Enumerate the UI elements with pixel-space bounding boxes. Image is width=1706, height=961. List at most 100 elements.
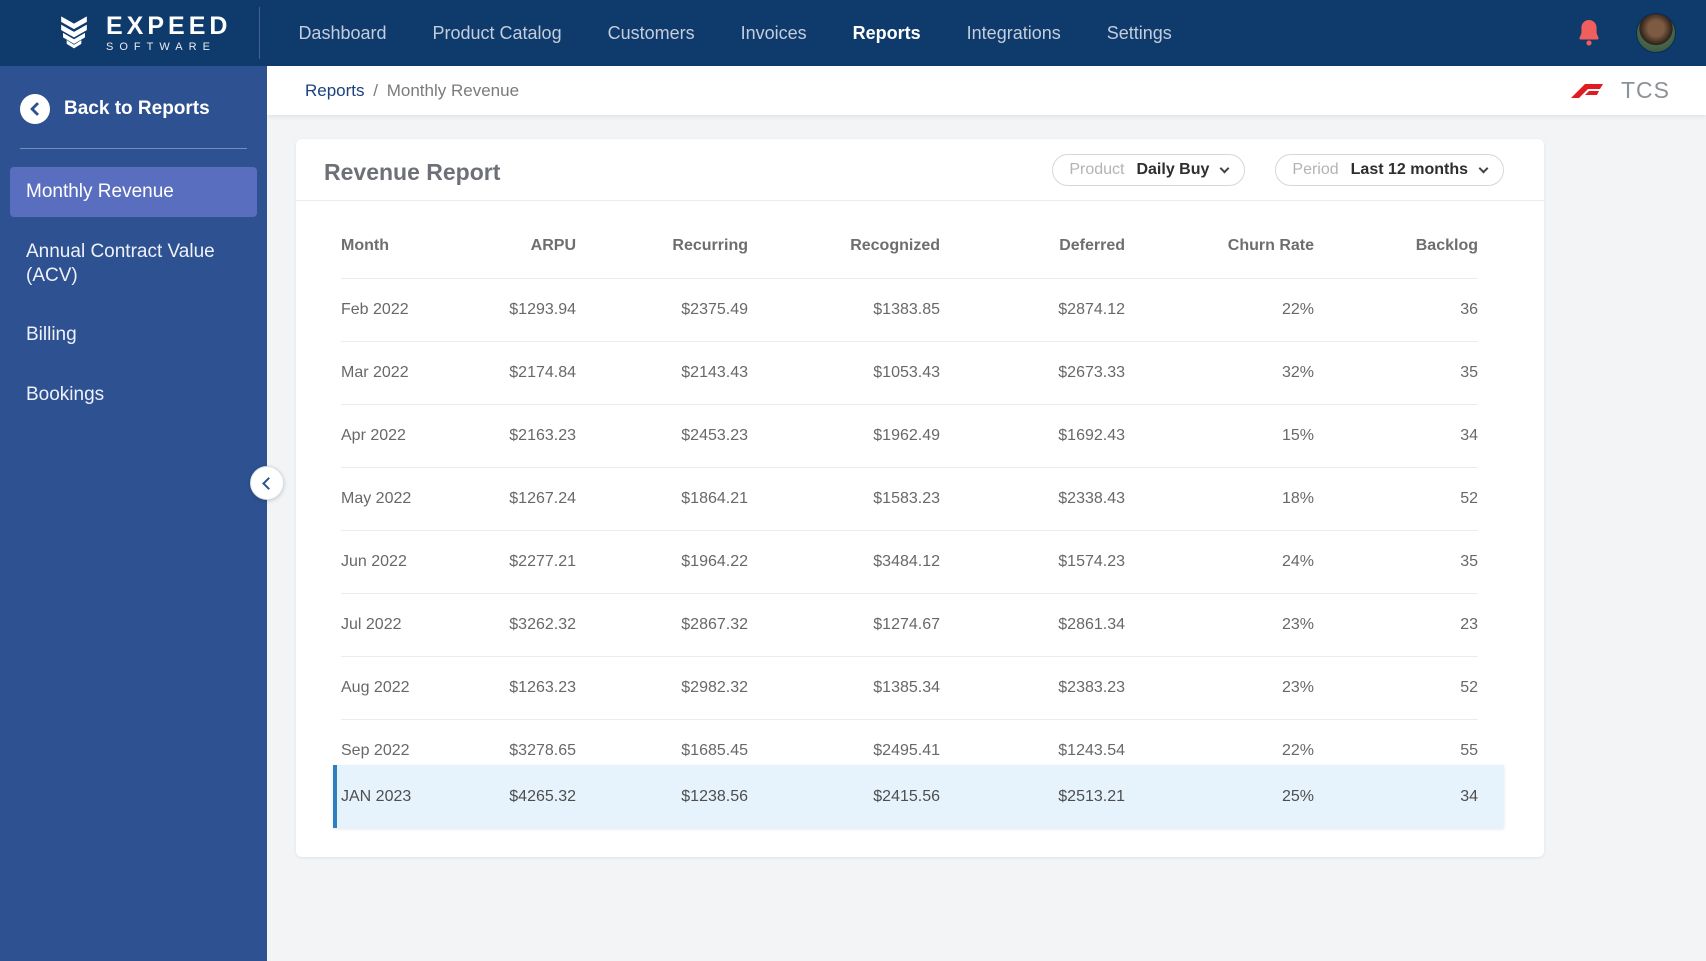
nav-item-invoices[interactable]: Invoices: [740, 22, 807, 43]
column-header-arpu: ARPU: [461, 201, 576, 279]
cell: $2673.33: [940, 341, 1125, 405]
cell: 23: [1314, 593, 1478, 657]
cell: Feb 2022: [341, 278, 461, 342]
notification-bell-icon[interactable]: [1576, 18, 1602, 48]
pinned-cell: $4265.32: [509, 787, 576, 805]
revenue-table: Month ARPU Recurring Recognized Deferred Chur…: [341, 201, 1478, 783]
revenue-report-card: Revenue Report Product Daily Buy Period Las…: [296, 139, 1544, 857]
column-header-churn-rate: Churn Rate: [1125, 201, 1314, 279]
sidebar-item-annual-contract-value-acv[interactable]: Annual Contract Value (ACV): [26, 240, 215, 286]
pinned-cell: JAN 2023: [341, 787, 412, 805]
filter-value: Daily Buy: [1136, 160, 1210, 178]
cell: 18%: [1125, 467, 1314, 531]
cell: 23%: [1125, 656, 1314, 720]
nav-item-product-catalog[interactable]: Product Catalog: [432, 22, 562, 43]
tcs-brand: TCS: [1569, 77, 1670, 104]
cell: $1962.49: [748, 404, 940, 468]
report-filters: Product Daily Buy Period Last 12 months: [1052, 153, 1504, 186]
filter-product[interactable]: Product Daily Buy: [1052, 153, 1246, 186]
back-label: Back to Reports: [64, 98, 210, 119]
table-body: Feb 2022 $1293.94 $2375.49 $1383.85 $2874.12…: [341, 278, 1478, 783]
breadcrumb-bar: Reports / Monthly Revenue TCS: [267, 66, 1706, 115]
breadcrumb-separator: /: [373, 80, 378, 100]
cell: $1267.24: [461, 467, 576, 531]
cell: $1864.21: [576, 467, 748, 531]
sidebar-item-billing[interactable]: Billing: [26, 324, 77, 346]
table-row-feb-2022[interactable]: Feb 2022 $1293.94 $2375.49 $1383.85 $2874.12…: [341, 278, 1478, 342]
cell: $2375.49: [576, 278, 748, 342]
user-avatar[interactable]: [1636, 13, 1676, 53]
navbar-right: [1576, 13, 1706, 53]
cell: $1293.94: [461, 278, 576, 342]
cell: $2861.34: [940, 593, 1125, 657]
breadcrumb: Reports / Monthly Revenue: [305, 81, 519, 101]
cell: $2982.32: [576, 656, 748, 720]
cell: 24%: [1125, 530, 1314, 594]
sidebar-collapse-button[interactable]: [250, 466, 284, 500]
table-row-aug-2022[interactable]: Aug 2022 $1263.23 $2982.32 $1385.34 $2383.23…: [341, 656, 1478, 720]
cell: $2277.21: [461, 530, 576, 594]
column-header-month: Month: [341, 201, 461, 279]
table-row-jul-2022[interactable]: Jul 2022 $3262.32 $2867.32 $1274.67 $2861.34…: [341, 593, 1478, 657]
filter-period[interactable]: Period Last 12 months: [1275, 153, 1504, 186]
page-title: Revenue Report: [324, 159, 501, 185]
cell: $2163.23: [461, 404, 576, 468]
expeed-logo-text: EXPEED SOFTWARE: [106, 13, 231, 53]
cell: $3484.12: [748, 530, 940, 594]
nav-item-dashboard[interactable]: Dashboard: [298, 22, 387, 43]
pinned-cell: $2513.21: [1058, 787, 1125, 805]
breadcrumb-current: Monthly Revenue: [386, 80, 520, 100]
table-row-may-2022[interactable]: May 2022 $1267.24 $1864.21 $1583.23 $2338.43…: [341, 467, 1478, 531]
nav-items: Dashboard Product Catalog Customers Invoice…: [272, 23, 1171, 44]
cell: $3262.32: [461, 593, 576, 657]
table-row-mar-2022[interactable]: Mar 2022 $2174.84 $2143.43 $1053.43 $2673.33…: [341, 341, 1478, 405]
cell: Aug 2022: [341, 656, 461, 720]
pinned-cell: $1238.56: [681, 787, 748, 805]
nav-item-settings[interactable]: Settings: [1106, 22, 1172, 43]
cell: $1053.43: [748, 341, 940, 405]
cell: $1263.23: [461, 656, 576, 720]
nav-item-reports[interactable]: Reports: [852, 22, 921, 43]
cell: $1583.23: [748, 467, 940, 531]
cell: $1574.23: [940, 530, 1125, 594]
cell: Jul 2022: [341, 593, 461, 657]
cell: $2867.32: [576, 593, 748, 657]
cell: $2174.84: [461, 341, 576, 405]
cell: 23%: [1125, 593, 1314, 657]
table-wrap: Month ARPU Recurring Recognized Deferred Chur…: [296, 201, 1544, 783]
table-row-apr-2022[interactable]: Apr 2022 $2163.23 $2453.23 $1962.49 $1692.43…: [341, 404, 1478, 468]
filter-value: Last 12 months: [1350, 160, 1468, 178]
cell: $2143.43: [576, 341, 748, 405]
pinned-cell: 34: [1460, 787, 1478, 805]
tcs-text: TCS: [1621, 77, 1670, 103]
chevron-left-icon: [262, 476, 275, 490]
nav-item-customers[interactable]: Customers: [607, 22, 695, 43]
cell: Apr 2022: [341, 404, 461, 468]
cell: $2383.23: [940, 656, 1125, 720]
cell: 52: [1314, 467, 1478, 531]
sidebar-item-monthly-revenue[interactable]: Monthly Revenue: [10, 167, 257, 217]
cell: 35: [1314, 341, 1478, 405]
logo-line2: SOFTWARE: [106, 40, 216, 53]
cell: Jun 2022: [341, 530, 461, 594]
sidebar-menu: Monthly Revenue Annual Contract Value (AC…: [10, 167, 257, 430]
filter-label: Period: [1292, 160, 1339, 178]
cell: $1383.85: [748, 278, 940, 342]
table-row-jun-2022[interactable]: Jun 2022 $2277.21 $1964.22 $3484.12 $1574.23…: [341, 530, 1478, 594]
pinned-cell: $2415.56: [873, 787, 940, 805]
cell: $2874.12: [940, 278, 1125, 342]
breadcrumb-link-reports[interactable]: Reports: [305, 80, 365, 100]
pinned-row-jan-2023[interactable]: JAN 2023 $4265.32 $1238.56 $2415.56 $2513.21…: [333, 765, 1504, 828]
column-header-recurring: Recurring: [576, 201, 748, 279]
sidebar-item-bookings[interactable]: Bookings: [26, 384, 105, 405]
nav-item-integrations[interactable]: Integrations: [966, 22, 1061, 43]
cell: 15%: [1125, 404, 1314, 468]
column-header-recognized: Recognized: [748, 201, 940, 279]
back-to-reports-button[interactable]: Back to Reports: [10, 66, 257, 148]
cell: $1385.34: [748, 656, 940, 720]
cell: $1274.67: [748, 593, 940, 657]
column-header-deferred: Deferred: [940, 201, 1125, 279]
cell: 32%: [1125, 341, 1314, 405]
tcs-logo-icon: [1571, 83, 1603, 98]
expeed-logo[interactable]: EXPEED SOFTWARE: [0, 9, 259, 58]
